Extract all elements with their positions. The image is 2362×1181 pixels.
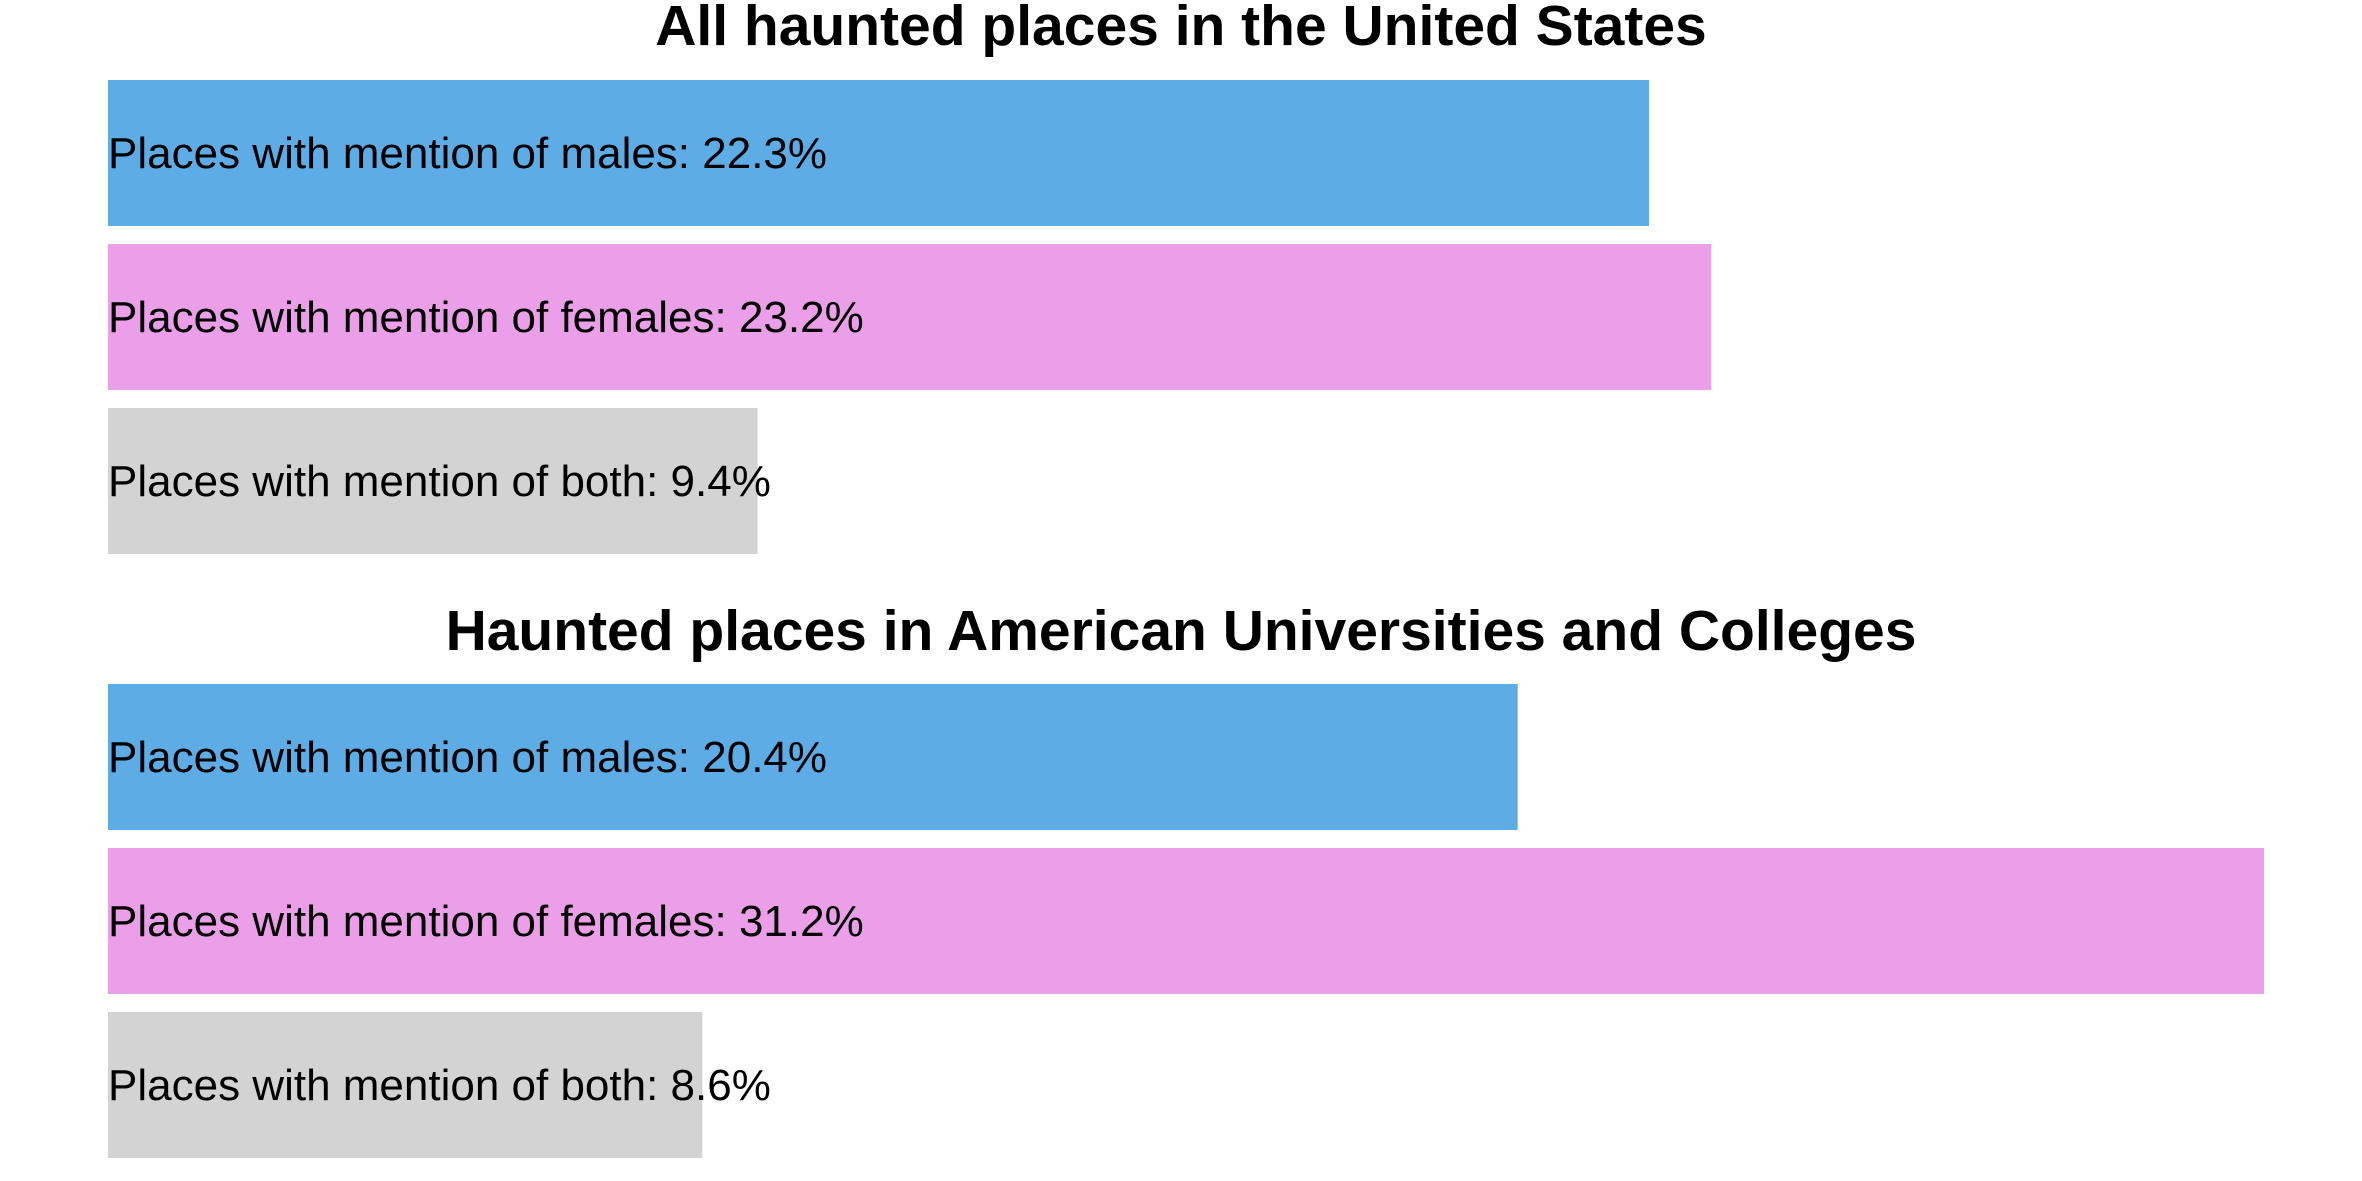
bar-label-both: Places with mention of both: 9.4%	[108, 457, 771, 506]
bar-label-females: Places with mention of females: 23.2%	[108, 293, 864, 342]
panel-universities: Haunted places in American Universities …	[108, 599, 2264, 1158]
panel-all-us: All haunted places in the United States …	[108, 0, 1712, 554]
bar-both	[108, 1012, 703, 1158]
bar-label-females: Places with mention of females: 31.2%	[108, 897, 864, 946]
bar-females	[108, 848, 2264, 994]
bar-label-males: Places with mention of males: 20.4%	[108, 733, 827, 782]
bar-females	[108, 244, 1712, 390]
panel-title: All haunted places in the United States	[655, 0, 1707, 58]
bar-males	[108, 684, 1518, 830]
bar-both	[108, 408, 758, 554]
bar-label-both: Places with mention of both: 8.6%	[108, 1061, 771, 1110]
bar-label-males: Places with mention of males: 22.3%	[108, 129, 827, 178]
bar-males	[108, 80, 1649, 226]
panel-title: Haunted places in American Universities …	[446, 599, 1917, 663]
